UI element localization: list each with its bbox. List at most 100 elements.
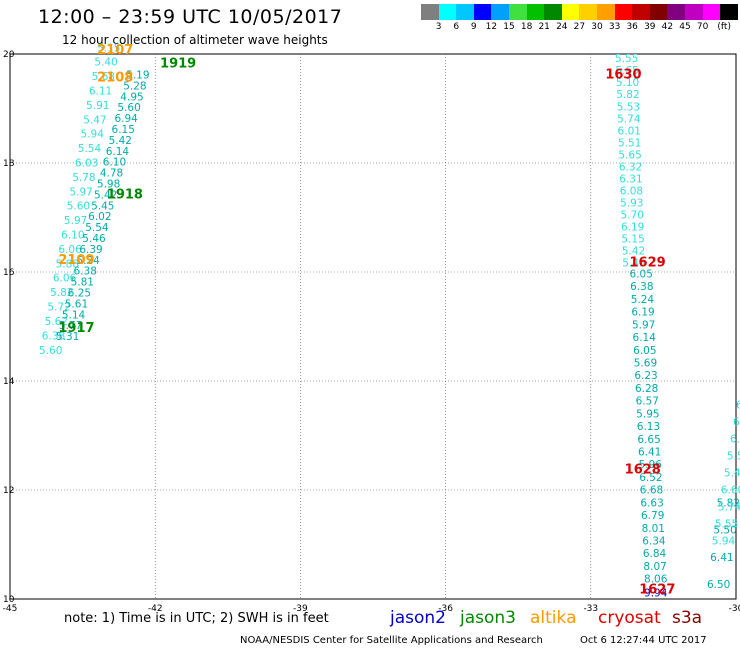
y-tick-label: 18 bbox=[3, 159, 15, 169]
scale-swatch bbox=[491, 4, 509, 20]
scale-label: 24 bbox=[556, 22, 568, 32]
wave-height-value: 5.60 bbox=[67, 201, 90, 213]
wave-height-value: 6.28 bbox=[635, 383, 658, 395]
track-time-label: 2109 bbox=[58, 253, 94, 268]
wave-height-value: 6.63 bbox=[640, 497, 663, 509]
wave-height-value: 6.65 bbox=[637, 434, 660, 446]
wave-height-value: 5.94 bbox=[81, 129, 105, 141]
wave-height-value: 6.38 bbox=[74, 266, 97, 278]
wave-height-value: 5.53 bbox=[617, 101, 640, 113]
wave-height-value: 5.82 bbox=[616, 89, 639, 101]
wave-height-value: 6.01 bbox=[618, 125, 641, 137]
scale-label: 70 bbox=[696, 22, 709, 32]
wave-height-value: 5.97 bbox=[69, 186, 92, 198]
track-time-label: 1628 bbox=[625, 463, 661, 478]
axis-ticks: -45 -42 -39 -36 -33 -30 20 18 16 14 12 10 bbox=[3, 50, 740, 614]
wave-height-value: 5.42 bbox=[622, 246, 645, 258]
generation-timestamp: Oct 6 12:27:44 UTC 2017 bbox=[580, 635, 707, 646]
wave-height-value: 6 bbox=[736, 399, 740, 411]
wave-height-value: 6.14 bbox=[106, 146, 130, 158]
wave-height-value: 5.61 bbox=[65, 298, 88, 310]
wave-height-value: 5.91 bbox=[86, 100, 109, 112]
wave-height-value: 5.15 bbox=[621, 234, 644, 246]
wave-height-value: 5.15 bbox=[97, 42, 120, 54]
wave-height-value: 5.46 bbox=[82, 233, 106, 245]
wave-height-value: 6.60 bbox=[721, 484, 740, 496]
scale-swatch bbox=[438, 4, 457, 20]
legend-altika: altika bbox=[530, 608, 577, 628]
wave-height-value: 6.68 bbox=[640, 485, 663, 497]
wave-height-value: 6.94 bbox=[114, 113, 138, 125]
wave-height-value: 6.38 bbox=[630, 281, 653, 293]
wave-height-value: 6.03 bbox=[75, 158, 98, 170]
wave-height-value: 5.45 bbox=[622, 258, 645, 270]
track-time-label: 2108 bbox=[97, 70, 133, 85]
wave-height-value: 6.19 bbox=[621, 221, 644, 233]
scale-swatch bbox=[579, 4, 597, 20]
wave-height-value: 8.06 bbox=[644, 574, 668, 586]
color-scale-labels: 3 6 9 12 15 18 21 24 27 30 33 36 39 42 45 70 (ft) bbox=[421, 20, 738, 34]
wave-height-value: 6.02 bbox=[88, 211, 111, 223]
y-tick-label: 16 bbox=[3, 268, 15, 278]
scale-label: 9 bbox=[470, 22, 477, 32]
wave-height-value: 5.70 bbox=[621, 209, 644, 221]
wave-height-value: 6.57 bbox=[636, 396, 659, 408]
scale-swatch bbox=[526, 4, 545, 20]
wave-height-value: 5.4 bbox=[724, 467, 740, 479]
wave-height-value: 5.98 bbox=[97, 179, 120, 191]
legend-jason3: jason3 bbox=[460, 608, 516, 628]
wave-height-value: 6.23 bbox=[634, 370, 657, 382]
x-tick-label: -42 bbox=[148, 604, 163, 614]
wave-height-value: 5.74 bbox=[718, 501, 740, 513]
wave-height-value: 5.14 bbox=[62, 309, 86, 321]
wave-height-value: 5.78 bbox=[72, 172, 95, 184]
scale-swatch bbox=[596, 4, 615, 20]
x-tick-label: -45 bbox=[3, 604, 18, 614]
wave-height-value: 6.19 bbox=[631, 307, 654, 319]
wave-height-value: 5.40 bbox=[94, 57, 117, 69]
scale-swatch bbox=[614, 4, 633, 20]
scale-label: 36 bbox=[626, 22, 638, 32]
wave-height-value: 6.06 bbox=[53, 273, 77, 285]
wave-height-value: 5.60 bbox=[39, 345, 62, 357]
wave-height-value: 4.95 bbox=[120, 91, 143, 103]
map-note: note: 1) Time is in UTC; 2) SWH is in fe… bbox=[64, 611, 329, 626]
wave-height-value: 8.07 bbox=[643, 561, 666, 573]
wave-height-value: 6.38 bbox=[42, 330, 65, 342]
scale-swatch bbox=[508, 4, 527, 20]
wave-height-value: 5.82 bbox=[50, 287, 73, 299]
wave-height-value: 5.65 bbox=[618, 149, 641, 161]
wave-height-value: 9.94 bbox=[644, 587, 668, 599]
wave-height-value: 5.88 bbox=[56, 258, 79, 270]
x-tick-label: -30 bbox=[729, 604, 740, 614]
wave-height-value: 5.97 bbox=[632, 319, 655, 331]
track-time-label: 1627 bbox=[639, 583, 675, 598]
map-frame bbox=[9, 53, 737, 600]
wave-height-value: 5.95 bbox=[636, 408, 659, 420]
wave-height-value: 5.10 bbox=[616, 77, 639, 89]
color-scale-bar bbox=[421, 4, 738, 20]
map-subtitle: 12 hour collection of altimeter wave hei… bbox=[62, 33, 328, 47]
scale-label: 3 bbox=[435, 22, 442, 32]
scale-swatch bbox=[456, 4, 474, 20]
wave-height-value: 6.32 bbox=[619, 161, 642, 173]
scale-swatch bbox=[667, 4, 685, 20]
scale-swatch bbox=[649, 4, 668, 20]
scale-swatch bbox=[544, 4, 562, 20]
wave-height-value: 6.41 bbox=[710, 552, 733, 564]
wave-height-value: 6.31 bbox=[619, 173, 642, 185]
y-tick-label: 14 bbox=[3, 377, 15, 387]
wave-height-value: 6.08 bbox=[620, 185, 643, 197]
legend-s3a: s3a bbox=[672, 608, 703, 628]
wave-height-value: 5.77 bbox=[59, 320, 82, 332]
scale-swatch bbox=[561, 4, 580, 20]
track-time-label: 1630 bbox=[605, 68, 641, 83]
wave-height-value: 5.50 bbox=[713, 525, 736, 537]
scale-swatch bbox=[720, 4, 738, 20]
wave-height-value: 5.55 bbox=[615, 53, 638, 65]
wave-height-value: 6.79 bbox=[641, 510, 664, 522]
scale-label: 45 bbox=[679, 22, 691, 32]
scale-label: 21 bbox=[538, 22, 550, 32]
wave-height-value: 6.52 bbox=[639, 472, 662, 484]
wave-height-value: 5.74 bbox=[617, 113, 641, 125]
